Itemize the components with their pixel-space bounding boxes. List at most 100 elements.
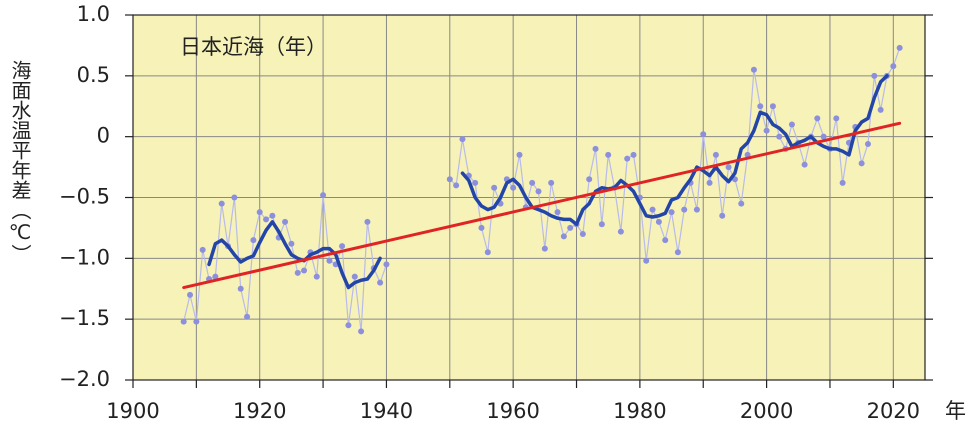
data-point: [529, 179, 536, 186]
data-point: [839, 179, 846, 186]
data-point: [484, 249, 491, 256]
series-line: [182, 121, 902, 290]
data-point: [383, 261, 390, 268]
data-point: [586, 176, 593, 183]
data-point: [453, 182, 460, 189]
data-point: [624, 155, 631, 162]
data-point: [358, 328, 365, 335]
data-point: [649, 206, 656, 213]
data-point: [643, 257, 650, 264]
data-point: [180, 318, 187, 325]
data-point: [351, 273, 358, 280]
data-point: [896, 44, 903, 51]
data-point: [218, 200, 225, 207]
x-tick-label: 2020: [867, 399, 920, 423]
data-point: [738, 200, 745, 207]
data-point: [877, 106, 884, 113]
y-tick-label: 0: [97, 124, 110, 148]
x-tick-label: 1920: [233, 399, 286, 423]
data-point: [833, 115, 840, 122]
y-tick-label: −0.5: [59, 185, 110, 209]
data-point: [301, 267, 308, 274]
data-point: [605, 151, 612, 158]
data-point: [256, 209, 263, 216]
data-point: [719, 212, 726, 219]
data-point: [199, 246, 206, 253]
data-point: [579, 231, 586, 237]
data-point: [187, 291, 194, 298]
data-point: [662, 237, 669, 244]
data-point: [263, 216, 270, 223]
data-point: [446, 176, 453, 183]
data-point: [712, 151, 719, 158]
data-point: [320, 192, 327, 199]
data-point: [541, 245, 548, 252]
data-point: [326, 257, 333, 264]
x-tick-label: 1900: [106, 399, 159, 423]
data-point: [288, 240, 295, 247]
data-point: [592, 145, 599, 152]
data-point: [345, 322, 352, 329]
data-point: [516, 151, 523, 158]
x-tick-label: 1940: [360, 399, 413, 423]
data-point: [769, 103, 776, 110]
data-point: [630, 151, 637, 158]
x-axis-label: 年: [945, 399, 966, 423]
x-tick-label: 1960: [486, 399, 539, 423]
x-tick-label: 1980: [613, 399, 666, 423]
y-tick-label: 1.0: [77, 2, 110, 26]
data-point: [244, 313, 251, 320]
data-point: [864, 140, 871, 147]
data-point: [294, 269, 301, 276]
data-point: [237, 285, 244, 292]
data-point: [617, 228, 624, 235]
data-point: [548, 179, 555, 186]
y-tick-label: −2.0: [59, 367, 110, 391]
data-point: [801, 161, 808, 168]
data-point: [212, 273, 219, 280]
data-point: [820, 133, 827, 140]
data-point: [313, 273, 320, 280]
data-point: [472, 179, 479, 186]
data-point: [700, 131, 707, 138]
data-point: [674, 249, 681, 256]
data-point: [231, 194, 238, 201]
data-point: [478, 224, 485, 231]
data-point: [725, 164, 732, 171]
data-point: [535, 188, 542, 195]
data-point: [757, 103, 764, 110]
data-point: [598, 221, 605, 228]
data-point: [554, 209, 561, 216]
y-tick-label: −1.0: [59, 245, 110, 269]
data-point: [776, 133, 783, 140]
y-tick-label: 0.5: [77, 63, 110, 87]
data-point: [681, 206, 688, 213]
data-point: [706, 179, 713, 186]
data-point: [871, 72, 878, 79]
data-point: [339, 243, 346, 250]
data-point: [282, 218, 289, 225]
data-point: [269, 212, 276, 219]
data-point: [693, 206, 700, 213]
y-tick-label: −1.5: [59, 306, 110, 330]
data-point: [567, 224, 574, 231]
data-point: [491, 184, 498, 191]
data-point: [655, 218, 662, 225]
data-point: [858, 160, 865, 167]
data-point: [193, 318, 200, 325]
data-point: [890, 63, 897, 70]
data-point: [510, 184, 517, 191]
data-point: [560, 233, 567, 240]
data-point: [364, 218, 371, 225]
data-point: [377, 279, 384, 286]
data-point: [763, 127, 770, 134]
x-tick-label: 2000: [740, 399, 793, 423]
data-point: [459, 136, 466, 143]
chart-title: 日本近海（年）: [180, 35, 327, 59]
data-point: [814, 115, 821, 122]
data-point: [250, 237, 257, 244]
y-axis-label: 海面水温平年差（℃）: [8, 60, 32, 264]
data-point: [750, 66, 757, 73]
data-point: [668, 209, 675, 216]
